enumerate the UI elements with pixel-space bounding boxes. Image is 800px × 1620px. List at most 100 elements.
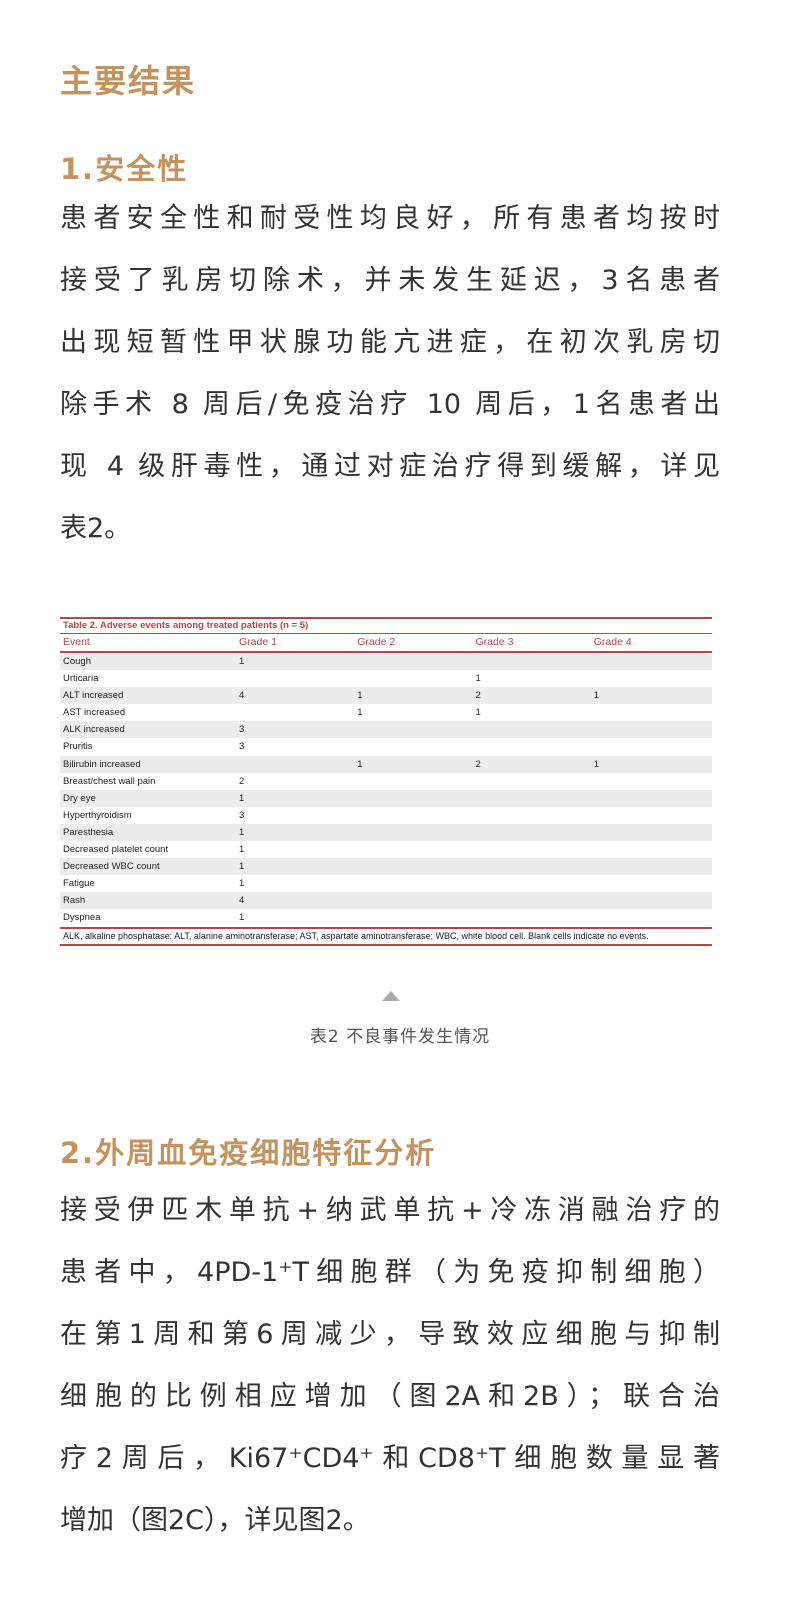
grade-count-cell: 3 <box>239 809 245 821</box>
paragraph-line: 接受了乳房切除术，并未发生延迟，3名患者 <box>60 265 720 296</box>
grade-count-cell <box>476 858 594 875</box>
table-row: Decreased platelet count 1 <box>60 841 712 858</box>
table-row: Cough 1 <box>60 653 712 671</box>
grade-count-cell: 1 <box>357 690 363 702</box>
grade-count-cell <box>594 841 712 858</box>
grade-count-cell: 1 <box>357 758 363 770</box>
table-row: ALT increased 4 1 2 1 <box>60 687 712 705</box>
immune-cells-paragraph: 接受伊匹木单抗+纳武单抗+冷冻消融治疗的 患者中，4PD-1⁺T细胞群（为免疫抑制… <box>60 1180 720 1552</box>
grade-count-cell: 1 <box>239 656 245 667</box>
grade-count-cell <box>476 773 594 790</box>
grade-count-cell <box>357 807 475 824</box>
event-name-cell: Decreased platelet count <box>63 844 169 856</box>
grade-count-cell: 1 <box>239 861 245 873</box>
paragraph-line: 患者中，4PD-1⁺T细胞群（为免疫抑制细胞） <box>60 1257 720 1288</box>
event-name-cell: Pruritis <box>63 741 93 753</box>
grade-count-cell: 1 <box>475 707 481 719</box>
grade-count-cell <box>357 653 475 670</box>
adverse-events-table: Table 2. Adverse events among treated pa… <box>60 617 712 946</box>
paragraph-line: 表2。 <box>60 513 132 544</box>
grade-count-cell <box>357 875 475 892</box>
table-row: ALK increased 3 <box>60 721 712 739</box>
grade-count-cell: 2 <box>475 690 481 702</box>
event-name-cell: Decreased WBC count <box>63 861 160 873</box>
table-caption: 表2 不良事件发生情况 <box>309 1027 491 1047</box>
grade-count-cell <box>476 892 594 909</box>
event-name-cell: Urticaria <box>63 673 99 685</box>
grade-count-cell <box>476 875 594 892</box>
paragraph-line: 增加（图2C），详见图2。 <box>60 1505 370 1536</box>
grade-count-cell <box>357 738 475 755</box>
paragraph-line: 疗2周后，Ki67⁺CD4⁺和CD8⁺T细胞数量显著 <box>60 1443 720 1474</box>
grade-count-cell: 2 <box>239 775 245 787</box>
grade-count-cell <box>594 909 712 926</box>
column-header: Grade 2 <box>357 636 396 648</box>
table-row: Hyperthyroidism 3 <box>60 807 712 824</box>
grade-count-cell <box>476 653 594 670</box>
table-header: Event Grade 1 Grade 2 Grade 3 Grade 4 <box>60 634 712 653</box>
grade-count-cell: 1 <box>593 690 600 702</box>
table-row: Paresthesia 1 <box>60 823 712 842</box>
grade-count-cell: 1 <box>475 673 481 685</box>
table-body: Cough 1 Urticaria 1 ALT increased 4 1 2 1 AST inc… <box>60 653 712 927</box>
column-header: Grade 3 <box>475 636 514 648</box>
grade-count-cell <box>594 704 712 721</box>
column-header: Event <box>63 636 90 648</box>
grade-count-cell <box>476 721 594 738</box>
grade-count-cell <box>594 892 712 909</box>
section-title-immune-cells: 2.外周血免疫细胞特征分析 <box>60 1136 437 1170</box>
grade-count-cell <box>239 670 357 687</box>
grade-count-cell <box>476 807 594 824</box>
table-row: Breast/chest wall pain 2 <box>60 773 712 790</box>
grade-count-cell <box>594 858 712 875</box>
grade-count-cell <box>357 790 475 807</box>
grade-count-cell <box>476 738 594 755</box>
grade-count-cell: 1 <box>239 878 245 890</box>
table-row: Dyspnea 1 <box>60 909 712 926</box>
paragraph-line: 除手术 8 周后/免疫治疗 10 周后，1名患者出 <box>60 389 720 420</box>
grade-count-cell: 2 <box>475 758 481 770</box>
grade-count-cell <box>476 841 594 858</box>
grade-count-cell <box>239 756 357 773</box>
column-header: Grade 4 <box>593 636 632 648</box>
event-name-cell: Hyperthyroidism <box>63 809 132 821</box>
grade-count-cell <box>594 824 712 841</box>
table-row: Decreased WBC count 1 <box>60 858 712 876</box>
grade-count-cell <box>476 909 594 926</box>
table-row: Pruritis 3 <box>60 738 712 755</box>
column-header: Grade 1 <box>239 636 277 648</box>
event-name-cell: ALK increased <box>63 724 125 736</box>
grade-count-cell: 3 <box>239 741 245 753</box>
event-name-cell: Dry eye <box>63 792 96 804</box>
table-row: Dry eye 1 <box>60 789 712 807</box>
table-row: Bilirubin increased 1 2 1 <box>60 755 712 773</box>
paragraph-line: 在第1周和第6周减少，导致效应细胞与抑制 <box>60 1319 720 1350</box>
grade-count-cell <box>594 773 712 790</box>
safety-paragraph: 患者安全性和耐受性均良好，所有患者均按时 接受了乳房切除术，并未发生延迟，3名患者… <box>60 188 720 560</box>
grade-count-cell <box>594 807 712 824</box>
grade-count-cell <box>594 721 712 738</box>
grade-count-cell <box>476 790 594 807</box>
table-row: Rash 4 <box>60 892 712 910</box>
table-row: Fatigue 1 <box>60 875 712 892</box>
paragraph-line: 细胞的比例相应增加（图2A和2B）；联合治 <box>60 1381 720 1412</box>
section-title-safety: 1.安全性 <box>60 152 189 186</box>
grade-count-cell <box>357 841 475 858</box>
event-name-cell: Breast/chest wall pain <box>63 775 156 787</box>
event-name-cell: AST increased <box>63 707 126 719</box>
grade-count-cell <box>357 892 475 909</box>
grade-count-cell <box>476 824 594 841</box>
grade-count-cell <box>594 653 712 670</box>
grade-count-cell <box>357 670 475 687</box>
event-name-cell: Paresthesia <box>63 826 114 838</box>
paragraph-line: 出现短暂性甲状腺功能亢进症，在初次乳房切 <box>60 327 720 358</box>
grade-count-cell <box>594 670 712 687</box>
paragraph-line: 接受伊匹木单抗+纳武单抗+冷冻消融治疗的 <box>60 1195 720 1226</box>
page-heading: 主要结果 <box>60 62 197 100</box>
grade-count-cell <box>239 704 357 721</box>
grade-count-cell: 4 <box>239 895 245 907</box>
event-name-cell: Dyspnea <box>63 912 101 924</box>
event-name-cell: Rash <box>63 895 86 907</box>
grade-count-cell: 4 <box>239 690 245 702</box>
table-title: Table 2. Adverse events among treated pa… <box>60 619 712 634</box>
